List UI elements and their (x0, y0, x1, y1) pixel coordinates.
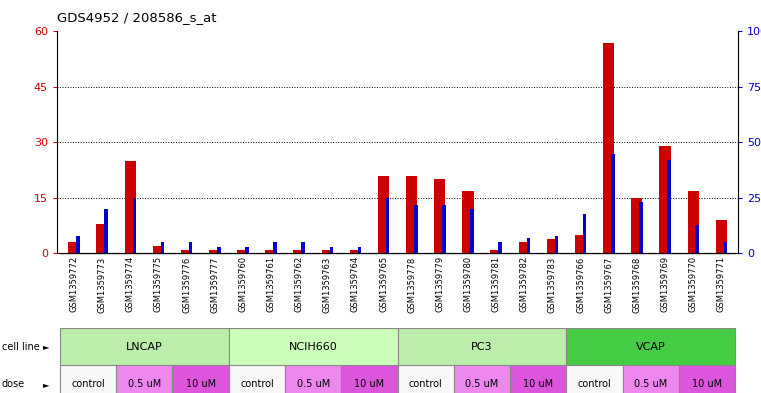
Bar (322, 250, 333, 253)
Bar (527, 238, 530, 253)
Bar (285, 365, 342, 393)
Bar (510, 365, 566, 393)
Bar (173, 365, 229, 393)
Text: dose: dose (2, 379, 24, 389)
Bar (724, 242, 728, 253)
Bar (435, 180, 445, 253)
Bar (583, 213, 587, 253)
Bar (659, 146, 670, 253)
Text: 0.5 uM: 0.5 uM (297, 379, 330, 389)
Bar (60, 328, 229, 365)
Bar (229, 328, 397, 365)
Text: VCAP: VCAP (636, 342, 666, 352)
Bar (687, 191, 699, 253)
Text: NCIH660: NCIH660 (289, 342, 338, 352)
Bar (715, 220, 727, 253)
Text: PC3: PC3 (471, 342, 493, 352)
Bar (76, 236, 80, 253)
Bar (229, 365, 285, 393)
Bar (397, 328, 566, 365)
Bar (116, 365, 173, 393)
Bar (406, 176, 417, 253)
Bar (498, 242, 502, 253)
Bar (245, 247, 249, 253)
Bar (330, 247, 333, 253)
Text: ►: ► (43, 342, 49, 351)
Text: control: control (578, 379, 612, 389)
Bar (125, 161, 136, 253)
Bar (491, 250, 501, 253)
Bar (386, 198, 390, 253)
Bar (442, 205, 446, 253)
Bar (378, 176, 389, 253)
Text: 10 uM: 10 uM (524, 379, 553, 389)
Bar (566, 328, 735, 365)
Text: 10 uM: 10 uM (186, 379, 215, 389)
Bar (104, 209, 108, 253)
Bar (679, 365, 735, 393)
Bar (463, 191, 473, 253)
Bar (519, 242, 530, 253)
Text: cell line: cell line (2, 342, 40, 352)
Bar (358, 247, 361, 253)
Bar (237, 250, 248, 253)
Bar (132, 198, 136, 253)
Bar (566, 365, 622, 393)
Bar (189, 242, 193, 253)
Bar (555, 236, 559, 253)
Text: GDS4952 / 208586_s_at: GDS4952 / 208586_s_at (57, 11, 217, 24)
Bar (547, 239, 558, 253)
Bar (611, 154, 615, 253)
Text: 10 uM: 10 uM (693, 379, 722, 389)
Bar (60, 365, 116, 393)
Text: 0.5 uM: 0.5 uM (128, 379, 161, 389)
Bar (301, 242, 305, 253)
Bar (397, 365, 454, 393)
Bar (414, 205, 418, 253)
Bar (454, 365, 510, 393)
Text: control: control (240, 379, 274, 389)
Bar (631, 198, 642, 253)
Text: LNCAP: LNCAP (126, 342, 163, 352)
Text: 10 uM: 10 uM (355, 379, 384, 389)
Bar (209, 250, 221, 253)
Bar (350, 250, 361, 253)
Bar (575, 235, 586, 253)
Bar (273, 242, 277, 253)
Text: ►: ► (43, 380, 49, 389)
Bar (470, 209, 474, 253)
Bar (68, 242, 80, 253)
Bar (294, 250, 304, 253)
Bar (217, 247, 221, 253)
Text: 0.5 uM: 0.5 uM (466, 379, 498, 389)
Text: control: control (409, 379, 443, 389)
Bar (181, 250, 193, 253)
Bar (639, 202, 643, 253)
Bar (161, 242, 164, 253)
Text: 0.5 uM: 0.5 uM (635, 379, 667, 389)
Bar (97, 224, 108, 253)
Bar (153, 246, 164, 253)
Bar (266, 250, 276, 253)
Text: control: control (72, 379, 105, 389)
Bar (342, 365, 397, 393)
Bar (696, 225, 699, 253)
Bar (622, 365, 679, 393)
Bar (667, 160, 671, 253)
Bar (603, 42, 614, 253)
